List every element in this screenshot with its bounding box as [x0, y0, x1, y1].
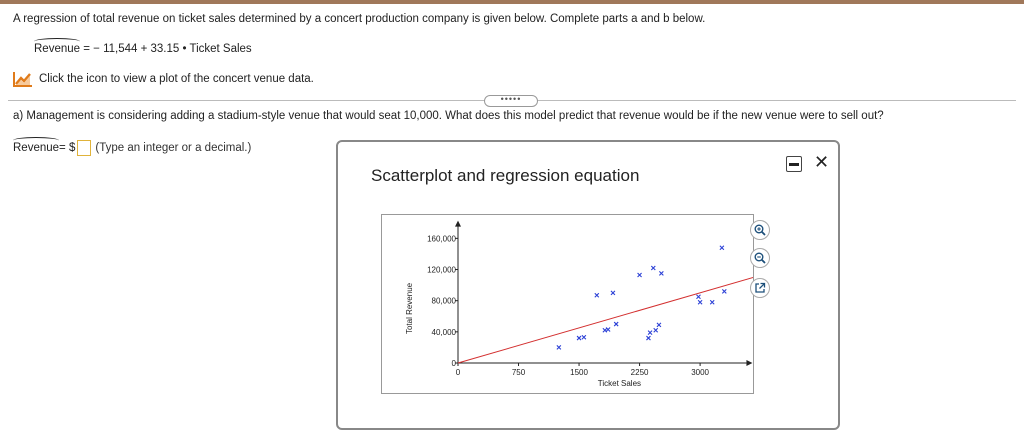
- scatter-point: [576, 335, 582, 341]
- answer-prefix: = $: [59, 142, 76, 154]
- top-accent-bar: [0, 0, 1024, 4]
- x-tick-label: 750: [512, 368, 526, 377]
- scatter-point: [610, 290, 616, 296]
- scatter-point: [637, 272, 642, 278]
- scatter-point: [556, 345, 562, 350]
- view-plot-text: Click the icon to view a plot of the con…: [39, 73, 314, 85]
- line-chart-icon[interactable]: [13, 71, 33, 87]
- scatter-point: [656, 322, 662, 328]
- x-axis-label: Ticket Sales: [598, 379, 641, 388]
- scatter-point: [646, 335, 651, 341]
- scatterplot-chart: 0 750 1500 2250 3000 0 40,000 80,000 120,000 160,…: [405, 220, 757, 388]
- y-tick-label: 80,000: [432, 297, 457, 306]
- y-tick-label: 0: [452, 359, 457, 368]
- x-tick-label: 3000: [691, 368, 709, 377]
- question-a: a) Management is considering adding a st…: [13, 110, 884, 122]
- answer-hint: (Type an integer or a decimal.): [95, 142, 252, 154]
- equation-lhs: Revenue: [34, 38, 81, 55]
- scatter-point: [719, 245, 725, 251]
- answer-row: Revenue = $ (Type an integer or a decima…: [13, 137, 252, 156]
- x-tick-label: 0: [456, 368, 461, 377]
- y-tick-label: 120,000: [427, 266, 456, 275]
- close-icon[interactable]: ✕: [814, 152, 830, 172]
- scatter-point: [613, 321, 619, 327]
- y-axis-arrow: [455, 220, 461, 227]
- revenue-answer-input[interactable]: [77, 140, 92, 156]
- regression-line: [457, 275, 757, 364]
- panel-title: Scatterplot and regression equation: [371, 166, 640, 185]
- scatter-point: [605, 327, 611, 332]
- scatter-point: [697, 299, 703, 305]
- regression-equation: Revenue = − 11,544 + 33.15 • Ticket Sale…: [34, 38, 252, 55]
- equation-rhs: = − 11,544 + 33.15 • Ticket Sales: [80, 43, 252, 55]
- scatter-point: [653, 327, 659, 333]
- plot-frame: 0 750 1500 2250 3000 0 40,000 80,000 120,000 160,…: [381, 214, 757, 394]
- answer-lhs: Revenue: [13, 137, 60, 154]
- scatter-point: [647, 330, 653, 336]
- scatter-point: [709, 299, 715, 305]
- expand-more-button[interactable]: •••••: [484, 95, 538, 107]
- zoom-out-icon[interactable]: [750, 248, 770, 268]
- x-tick-label: 1500: [570, 368, 588, 377]
- scatterplot-panel: Scatterplot and regression equation ✕ 0 7…: [336, 140, 840, 430]
- y-axis-label: Total Revenue: [405, 282, 414, 334]
- y-tick-label: 160,000: [427, 234, 456, 243]
- minimize-icon[interactable]: [786, 156, 802, 172]
- problem-intro: A regression of total revenue on ticket …: [13, 13, 706, 25]
- x-axis-arrow: [746, 360, 753, 366]
- scatter-point: [658, 271, 664, 276]
- y-tick-label: 40,000: [432, 328, 457, 337]
- scatter-point: [650, 265, 656, 271]
- scatter-point: [594, 292, 600, 298]
- view-plot-row: Click the icon to view a plot of the con…: [13, 71, 314, 87]
- x-tick-label: 2250: [631, 368, 649, 377]
- zoom-in-icon[interactable]: [750, 220, 770, 240]
- scatter-point: [696, 294, 701, 300]
- scatter-point: [602, 327, 608, 333]
- scatter-point: [721, 288, 727, 294]
- scatter-point: [581, 334, 587, 340]
- external-link-icon[interactable]: [750, 278, 770, 298]
